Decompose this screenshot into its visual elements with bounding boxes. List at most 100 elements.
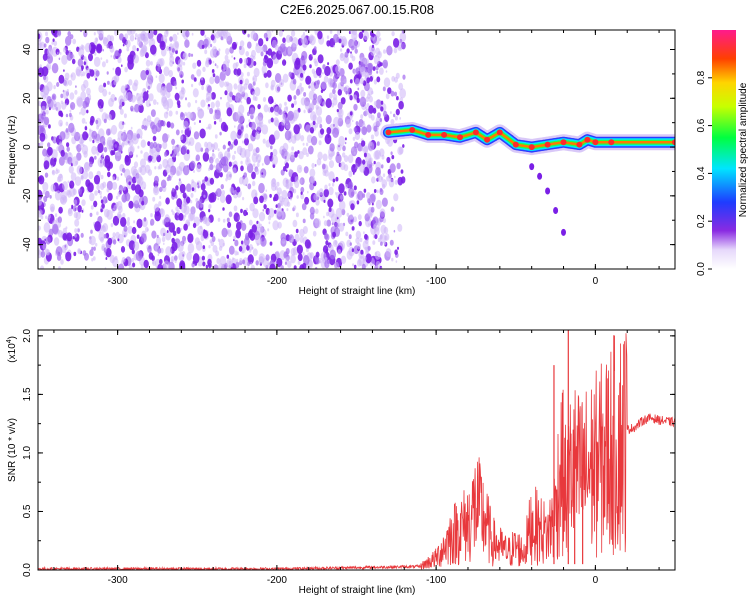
noise-speckle — [279, 265, 284, 269]
noise-speckle — [247, 183, 252, 190]
noise-speckle — [163, 66, 170, 77]
noise-speckle — [393, 113, 396, 118]
noise-speckle — [156, 61, 160, 67]
noise-speckle — [294, 137, 297, 141]
noise-speckle — [351, 31, 358, 41]
noise-speckle — [179, 183, 186, 194]
noise-speckle — [362, 193, 366, 198]
noise-speckle — [177, 217, 180, 221]
noise-speckle — [294, 233, 300, 243]
noise-speckle — [168, 46, 175, 56]
snr-y-label: SNR (10 * v/v) — [7, 418, 18, 482]
noise-speckle — [128, 240, 136, 251]
noise-speckle — [153, 30, 158, 36]
noise-speckle — [383, 240, 387, 246]
noise-speckle — [333, 93, 338, 101]
noise-speckle — [381, 197, 388, 207]
noise-speckle — [380, 164, 384, 169]
ridge-point — [409, 127, 416, 133]
noise-speckle — [240, 240, 244, 245]
ridge-point — [528, 144, 535, 151]
noise-speckle — [244, 149, 251, 159]
noise-speckle — [242, 140, 244, 144]
noise-speckle — [352, 263, 355, 267]
noise-speckle — [372, 66, 376, 71]
noise-speckle — [60, 149, 65, 157]
noise-speckle — [166, 121, 171, 128]
noise-speckle — [388, 178, 395, 188]
noise-speckle — [334, 222, 339, 229]
noise-speckle — [272, 220, 279, 231]
noise-speckle — [369, 157, 373, 163]
noise-speckle — [217, 197, 219, 201]
noise-speckle — [171, 138, 176, 145]
noise-speckle — [151, 124, 158, 135]
noise-speckle — [193, 170, 195, 173]
noise-speckle — [95, 38, 98, 42]
noise-speckle — [293, 265, 297, 269]
noise-speckle — [313, 80, 320, 90]
noise-speckle — [217, 217, 221, 222]
noise-speckle — [134, 184, 142, 195]
snr-x-ticks: -300 -200 -100 0 — [53, 330, 660, 586]
noise-speckle — [382, 59, 389, 69]
noise-speckle — [258, 159, 261, 164]
noise-speckle — [385, 248, 392, 258]
noise-speckle — [304, 196, 310, 205]
noise-speckle — [117, 263, 125, 269]
snr-x-label: Height of straight line (km) — [299, 585, 416, 596]
noise-speckle — [240, 208, 243, 214]
noise-speckle — [379, 235, 383, 240]
noise-speckle — [45, 109, 49, 115]
spectrogram-y-ticks: -40 -20 0 20 40 — [22, 44, 675, 270]
noise-speckle — [172, 230, 177, 237]
noise-speckle — [181, 87, 186, 95]
bot-y-tick-label: 1.5 — [22, 387, 33, 401]
noise-speckle — [323, 233, 329, 240]
noise-speckle — [263, 104, 269, 113]
noise-speckle — [100, 57, 103, 60]
noise-speckle — [150, 61, 153, 66]
noise-speckle — [124, 168, 131, 179]
top-x-tick-label: -100 — [426, 276, 446, 287]
noise-speckle — [42, 181, 49, 192]
noise-speckle — [79, 30, 83, 33]
noise-speckle — [47, 213, 51, 219]
noise-speckle — [349, 79, 353, 84]
noise-speckle — [231, 154, 236, 161]
noise-speckle — [175, 185, 179, 191]
noise-speckle — [258, 256, 264, 265]
noise-speckle — [140, 264, 144, 269]
noise-speckle — [399, 146, 404, 155]
noise-speckle — [208, 46, 210, 49]
noise-speckle — [140, 70, 147, 81]
secondary-branch-point — [553, 207, 559, 214]
noise-speckle — [330, 213, 338, 224]
noise-speckle — [192, 222, 197, 229]
noise-speckle — [290, 247, 296, 256]
noise-speckle — [106, 34, 112, 43]
noise-speckle — [186, 251, 192, 261]
noise-speckle — [121, 101, 125, 106]
noise-speckle — [166, 107, 169, 112]
noise-speckle — [251, 246, 254, 250]
noise-speckle — [273, 130, 280, 140]
noise-speckle — [122, 212, 126, 219]
noise-speckle — [159, 195, 162, 199]
noise-speckle — [219, 131, 222, 136]
noise-speckle — [348, 128, 353, 135]
noise-speckle — [241, 259, 246, 265]
ridge-point — [472, 129, 479, 136]
noise-speckle — [75, 211, 81, 220]
noise-speckle — [172, 188, 175, 192]
noise-speckle — [55, 169, 59, 175]
noise-speckle — [98, 84, 104, 94]
noise-speckle — [380, 62, 383, 67]
noise-speckle — [362, 255, 367, 262]
noise-speckle — [49, 195, 52, 199]
noise-speckle — [117, 191, 121, 197]
noise-speckle — [176, 166, 183, 176]
noise-speckle — [77, 248, 81, 254]
noise-speckle — [244, 133, 249, 140]
noise-speckle — [162, 158, 169, 169]
